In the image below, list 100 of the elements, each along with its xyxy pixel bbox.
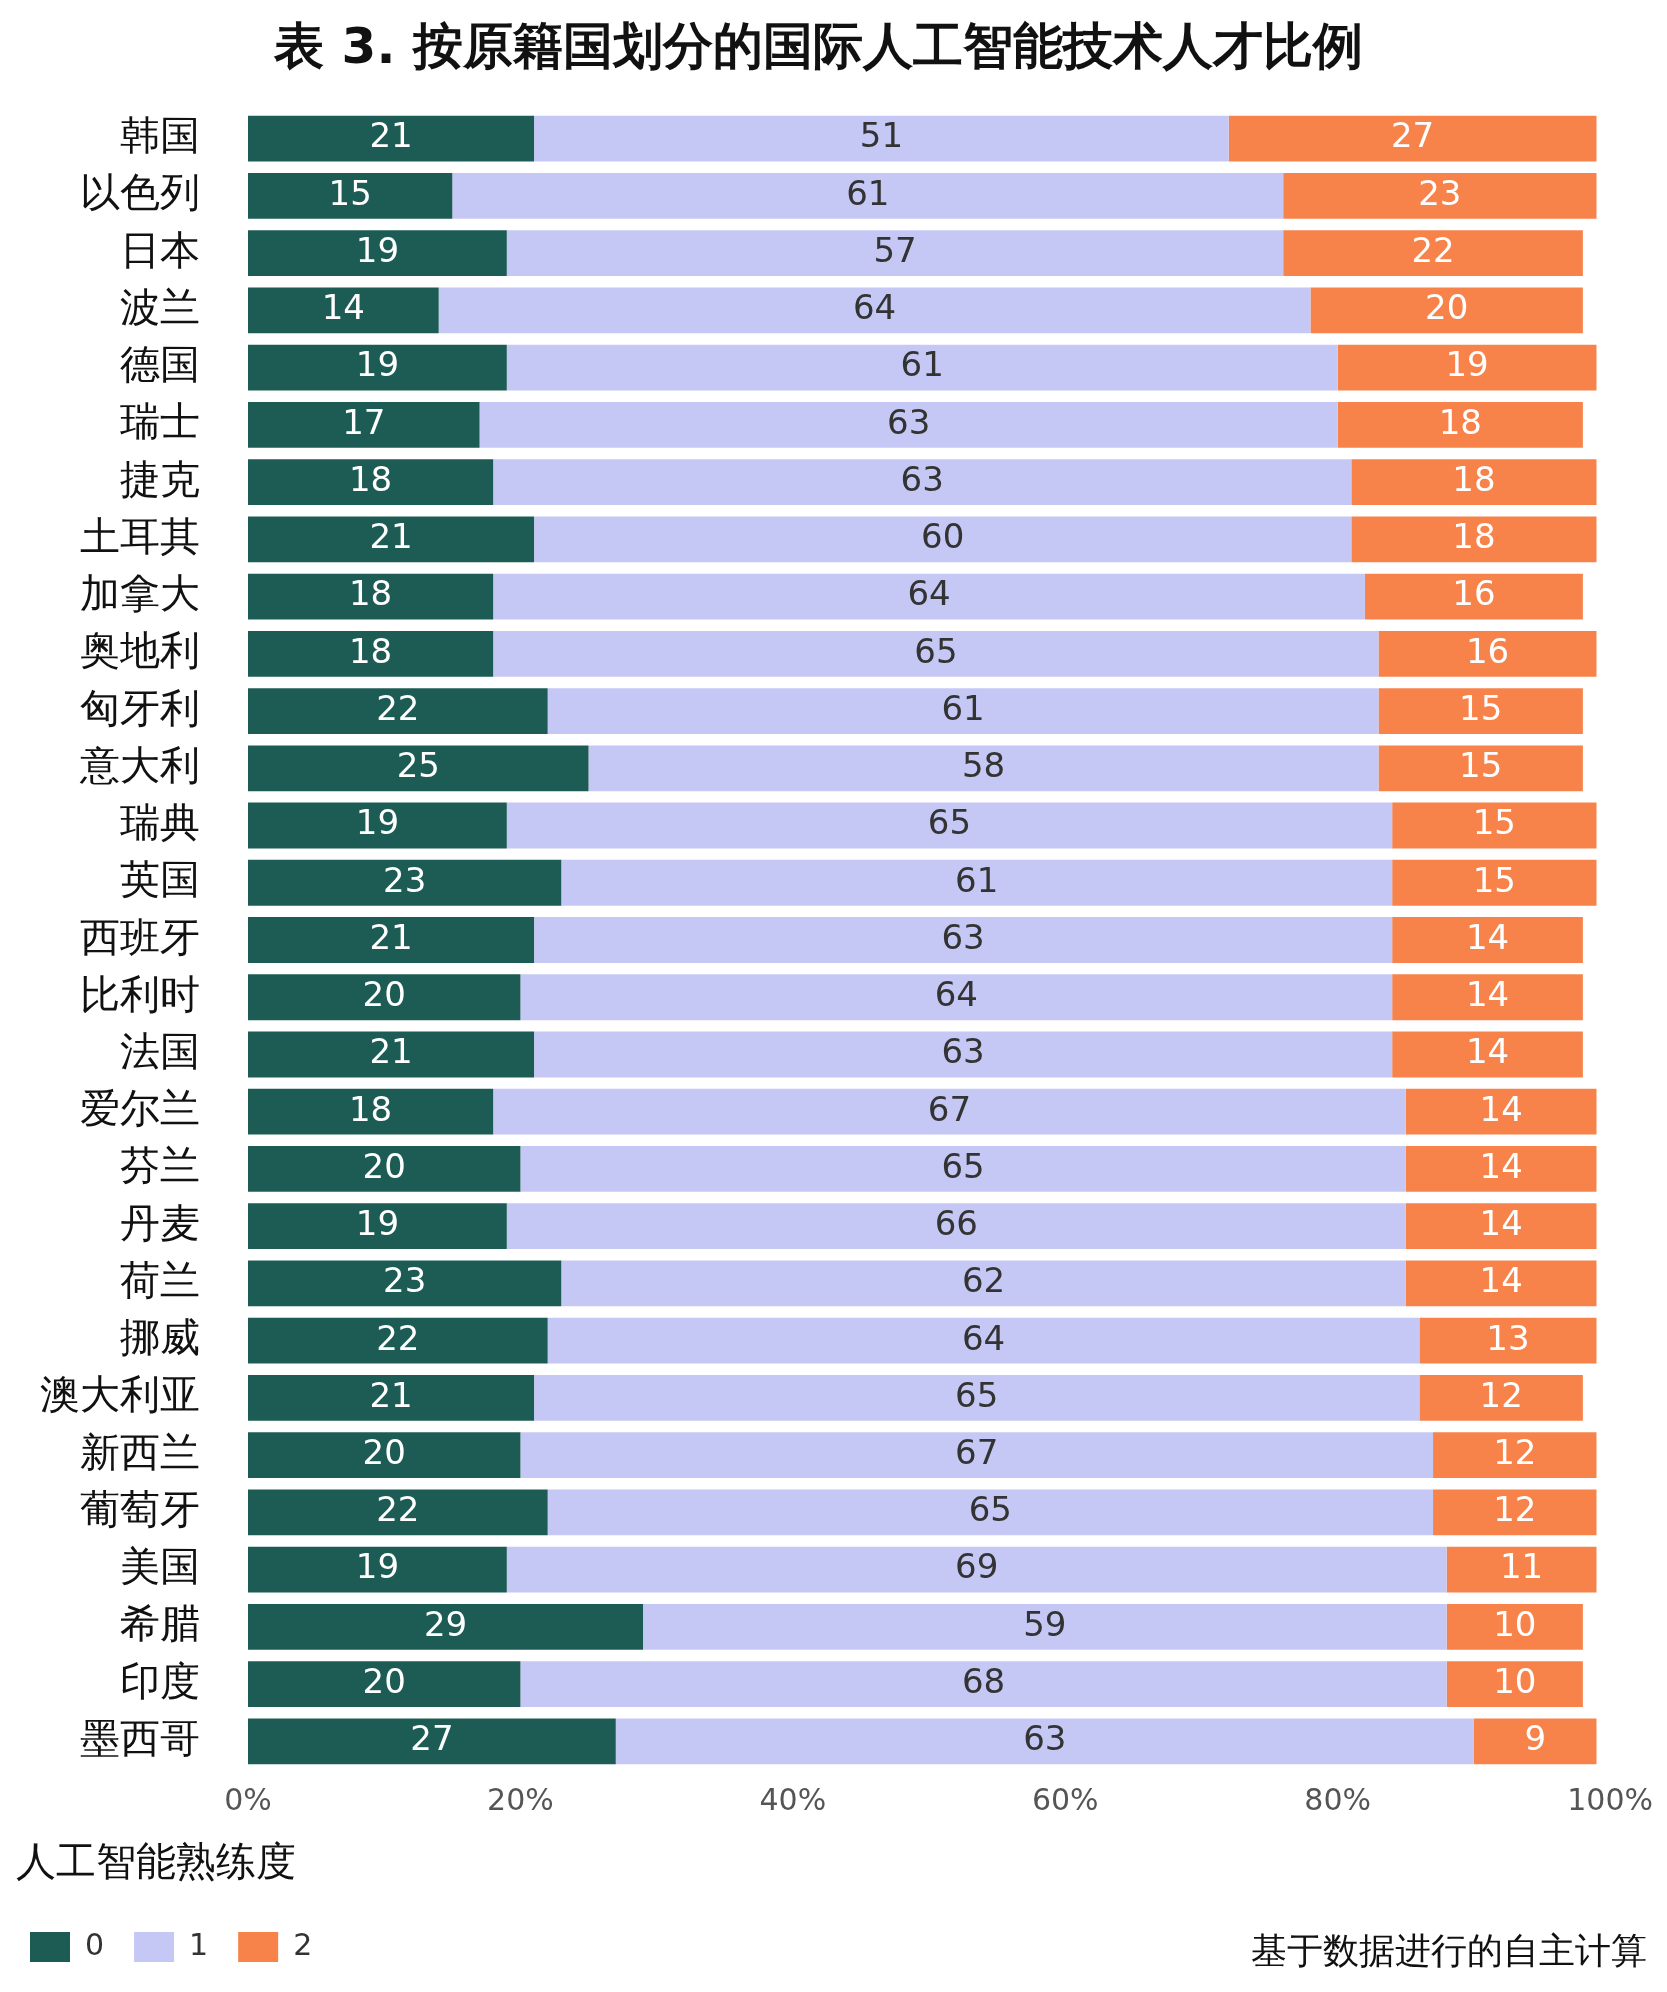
x-tick-label: 60% <box>1031 1781 1099 1817</box>
bar <box>561 859 1393 906</box>
x-tick-label: 0% <box>224 1781 272 1817</box>
bar <box>1392 974 1583 1021</box>
y-tick-label: 美国 <box>120 1544 200 1590</box>
data-label: 22 <box>376 687 420 728</box>
y-tick-label: 瑞士 <box>120 399 200 445</box>
bar <box>248 573 494 620</box>
bar <box>520 1432 1434 1479</box>
bar <box>248 917 535 963</box>
data-label: 65 <box>941 1145 985 1186</box>
bar <box>520 1661 1447 1708</box>
y-tick-label: 日本 <box>120 227 200 273</box>
bar <box>493 1088 1406 1135</box>
data-label: 21 <box>369 115 413 156</box>
data-label: 12 <box>1493 1489 1537 1530</box>
data-label: 21 <box>369 516 413 557</box>
y-tick-label: 荷兰 <box>120 1257 200 1303</box>
data-label: 61 <box>846 172 890 213</box>
data-label: 18 <box>348 458 393 499</box>
y-tick-label: 土耳其 <box>80 513 200 559</box>
bar <box>493 459 1352 505</box>
data-label: 63 <box>941 916 985 957</box>
data-label: 19 <box>355 1546 400 1587</box>
bar <box>248 1031 535 1078</box>
data-label: 21 <box>369 916 413 957</box>
bar <box>1283 172 1597 219</box>
data-label: 16 <box>1452 573 1496 614</box>
bar <box>248 287 439 334</box>
data-label: 63 <box>900 458 944 499</box>
y-tick-label: 英国 <box>120 857 200 903</box>
legend-label: 1 <box>189 1926 209 1962</box>
y-tick-label: 澳大利亚 <box>40 1372 200 1418</box>
bar <box>248 1260 562 1307</box>
y-tick-label: 爱尔兰 <box>80 1086 200 1132</box>
bar <box>248 630 494 677</box>
data-label: 67 <box>927 1088 972 1129</box>
data-label: 63 <box>1023 1718 1067 1759</box>
data-label: 20 <box>362 1145 406 1186</box>
data-label: 14 <box>1479 1088 1523 1129</box>
data-label: 22 <box>376 1489 420 1530</box>
data-label: 14 <box>321 287 365 328</box>
bar <box>452 172 1284 219</box>
data-label: 21 <box>369 1031 413 1072</box>
y-tick-label: 挪威 <box>120 1315 200 1361</box>
bar <box>506 1203 1406 1250</box>
bar <box>1283 230 1583 276</box>
bar <box>1405 1203 1597 1250</box>
bar <box>248 401 480 448</box>
bar <box>1446 1604 1583 1650</box>
x-tick-label: 20% <box>487 1781 554 1817</box>
data-label: 27 <box>410 1718 454 1759</box>
data-label: 25 <box>396 745 440 786</box>
bar <box>248 802 507 849</box>
bar <box>1392 1031 1583 1078</box>
bar <box>534 516 1352 563</box>
data-label: 12 <box>1479 1374 1523 1415</box>
data-label: 64 <box>907 573 951 614</box>
bar <box>1433 1432 1597 1479</box>
bar <box>506 802 1393 849</box>
bar <box>1351 459 1597 505</box>
bar <box>547 1317 1420 1364</box>
data-label: 16 <box>1465 630 1510 671</box>
data-label: 18 <box>1452 516 1496 557</box>
bar <box>534 1031 1393 1078</box>
data-label: 65 <box>968 1489 1012 1530</box>
y-tick-label: 韩国 <box>120 113 200 159</box>
bar <box>248 1432 521 1479</box>
y-tick-label: 瑞典 <box>120 800 200 846</box>
bar <box>1310 287 1583 334</box>
data-label: 63 <box>886 401 931 442</box>
data-label: 61 <box>955 859 999 900</box>
y-tick-label: 新西兰 <box>80 1429 200 1475</box>
data-label: 19 <box>1445 344 1489 385</box>
data-label: 60 <box>921 516 965 557</box>
data-label: 64 <box>961 1317 1006 1358</box>
bar <box>493 630 1379 677</box>
data-label: 14 <box>1479 1145 1523 1186</box>
data-label: 27 <box>1390 115 1435 156</box>
bar <box>248 115 535 162</box>
data-label: 19 <box>355 802 400 843</box>
data-label: 9 <box>1524 1718 1547 1759</box>
data-label: 22 <box>376 1317 420 1358</box>
data-label: 15 <box>328 172 372 213</box>
bar <box>547 688 1379 734</box>
bar <box>1419 1375 1583 1421</box>
bar <box>248 172 453 219</box>
y-tick-label: 法国 <box>120 1028 200 1074</box>
bar <box>506 344 1338 391</box>
bar <box>479 401 1338 448</box>
bar <box>615 1718 1474 1765</box>
data-label: 23 <box>383 1260 427 1301</box>
data-label: 18 <box>1438 401 1482 442</box>
bar <box>1392 917 1583 963</box>
bar <box>506 230 1284 276</box>
bar <box>1378 630 1597 677</box>
data-label: 57 <box>873 229 917 270</box>
data-label: 20 <box>362 1660 406 1701</box>
legend-label: 0 <box>85 1926 105 1962</box>
data-label: 29 <box>423 1603 468 1644</box>
